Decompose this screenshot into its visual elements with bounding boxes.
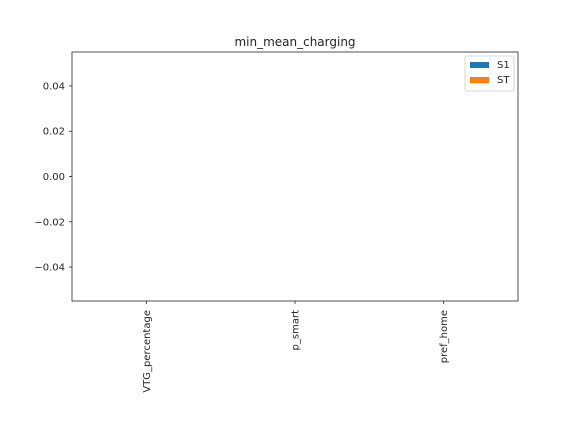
plot-area <box>71 51 519 302</box>
x-axis: VTG_percentage p_smart pref_home <box>142 301 450 393</box>
x-tick-label: VTG_percentage <box>142 310 153 393</box>
y-tick-label: −0.02 <box>34 217 65 228</box>
y-tick-label: 0.04 <box>43 81 65 92</box>
y-tick-label: 0.00 <box>43 172 65 183</box>
x-tick-label: p_smart <box>291 310 302 351</box>
legend-label: ST <box>497 75 510 86</box>
legend-swatch <box>470 62 489 68</box>
legend-swatch <box>470 77 489 83</box>
y-axis: 0.04 0.02 0.00 −0.02 −0.04 <box>34 81 72 274</box>
x-tick-label: pref_home <box>439 310 450 363</box>
y-tick-label: 0.02 <box>43 127 65 138</box>
legend: S1 ST <box>464 55 515 92</box>
y-tick-label: −0.04 <box>34 263 65 274</box>
chart-title: min_mean_charging <box>234 35 355 49</box>
legend-label: S1 <box>497 60 510 71</box>
